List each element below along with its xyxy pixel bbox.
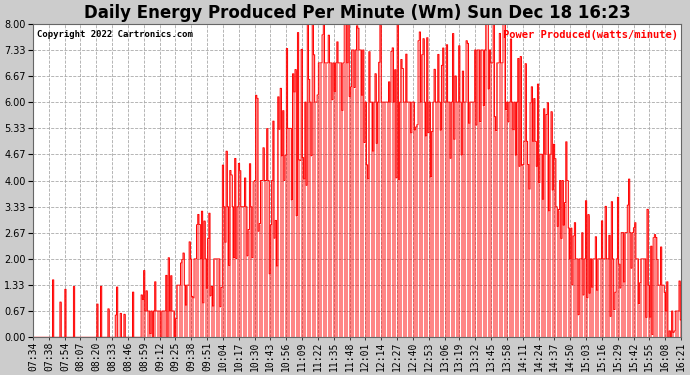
Text: Copyright 2022 Cartronics.com: Copyright 2022 Cartronics.com xyxy=(37,30,193,39)
Title: Daily Energy Produced Per Minute (Wm) Sun Dec 18 16:23: Daily Energy Produced Per Minute (Wm) Su… xyxy=(83,4,631,22)
Text: Power Produced(watts/minute): Power Produced(watts/minute) xyxy=(502,30,678,40)
